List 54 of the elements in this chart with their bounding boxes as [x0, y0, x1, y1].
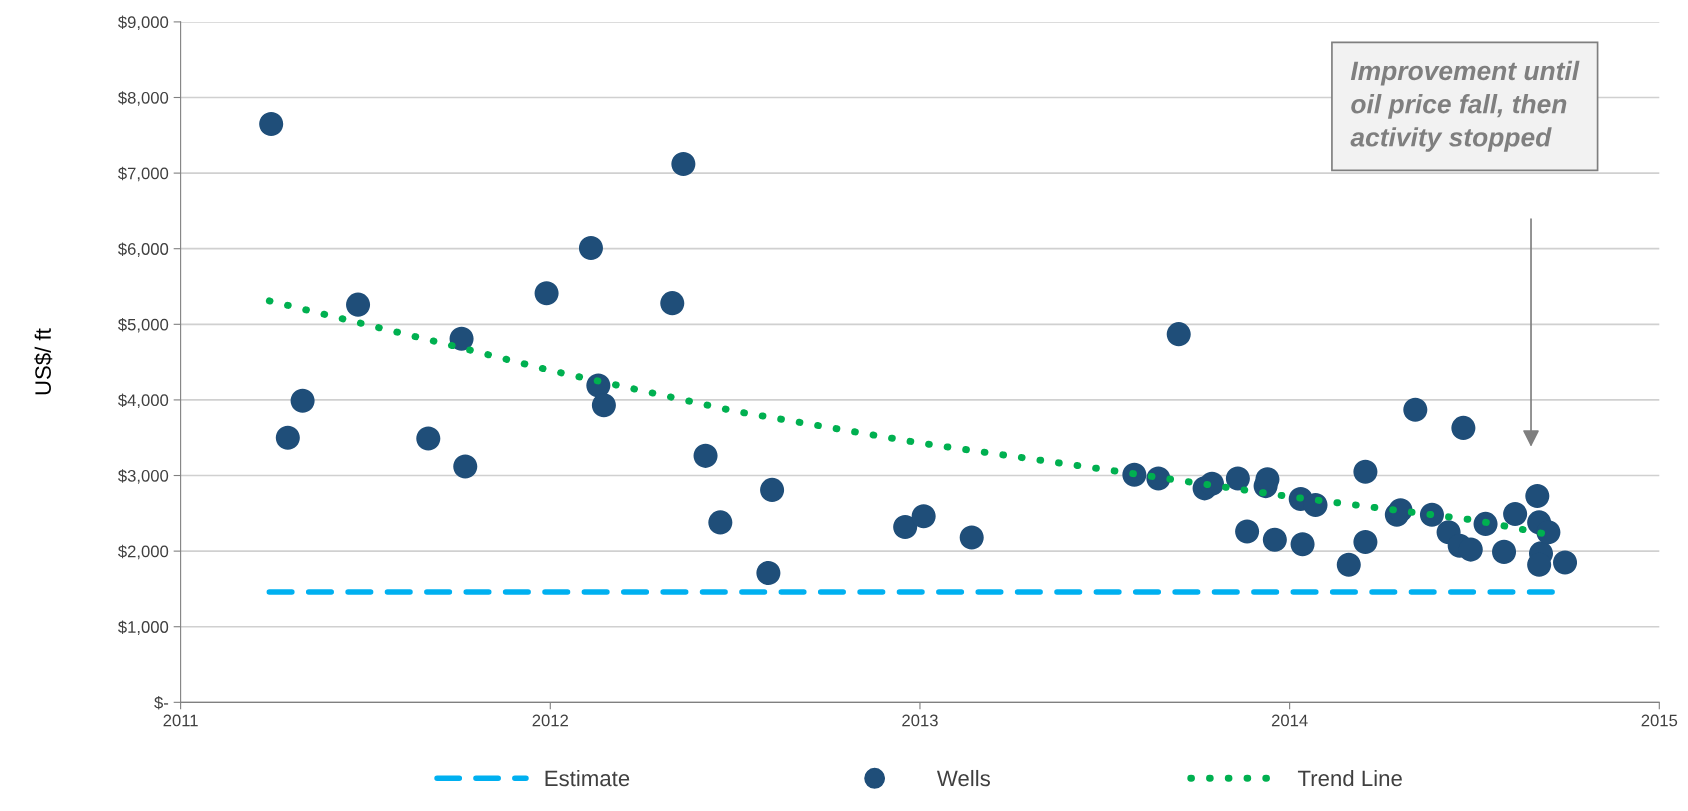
legend-label: Trend Line — [1297, 769, 1402, 787]
y-tick-label: $6,000 — [118, 242, 169, 257]
y-tick-label: $7,000 — [118, 166, 169, 182]
point — [708, 510, 733, 535]
y-tick-label: $5,000 — [118, 318, 169, 333]
legend-label: Estimate — [545, 769, 630, 787]
point — [1492, 539, 1517, 564]
point — [416, 426, 441, 451]
point — [449, 326, 474, 351]
point — [453, 454, 478, 479]
y-tick-label: $8,000 — [118, 91, 169, 106]
y-tick-label: $3,000 — [118, 469, 169, 484]
legend-label: Wells — [936, 769, 990, 787]
y-tick-label: $2,000 — [118, 544, 169, 560]
point — [893, 514, 918, 539]
point — [1225, 466, 1250, 491]
point — [1235, 519, 1260, 544]
point — [660, 291, 685, 316]
point — [760, 477, 785, 502]
x-tick-label: 2013 — [902, 714, 938, 727]
x-tick-label: 2012 — [532, 714, 568, 727]
point — [911, 504, 936, 529]
point — [578, 235, 603, 260]
y-tick-label: $1,000 — [118, 620, 169, 635]
y-tick-label: $4,000 — [118, 393, 169, 409]
point — [1336, 552, 1361, 577]
point — [1458, 537, 1483, 562]
point — [1403, 397, 1428, 422]
y-tick-label: $9,000 — [118, 15, 169, 31]
point — [756, 561, 781, 586]
point — [275, 425, 300, 450]
point — [1553, 550, 1578, 575]
annotation: Improvement until oil price fall, then activity stopped — [1350, 60, 1580, 152]
point — [1353, 530, 1378, 555]
x-tick-label: 2011 — [163, 714, 198, 727]
point — [1353, 459, 1378, 484]
point — [259, 111, 284, 136]
y-tick-label: $- — [154, 696, 169, 710]
point — [591, 393, 616, 418]
point — [534, 281, 559, 306]
x-tick-label: 2014 — [1271, 714, 1308, 727]
point — [1503, 502, 1528, 527]
point — [1290, 532, 1315, 557]
y-axis-title: US$/ ft — [34, 328, 53, 395]
point — [671, 152, 696, 177]
x-tick-label: 2015 — [1641, 714, 1678, 727]
point — [693, 443, 718, 468]
point — [290, 388, 315, 413]
point — [1262, 527, 1287, 552]
point — [1166, 322, 1191, 347]
point — [1451, 415, 1476, 440]
point — [346, 292, 371, 317]
point — [959, 525, 984, 550]
point — [1525, 483, 1550, 508]
